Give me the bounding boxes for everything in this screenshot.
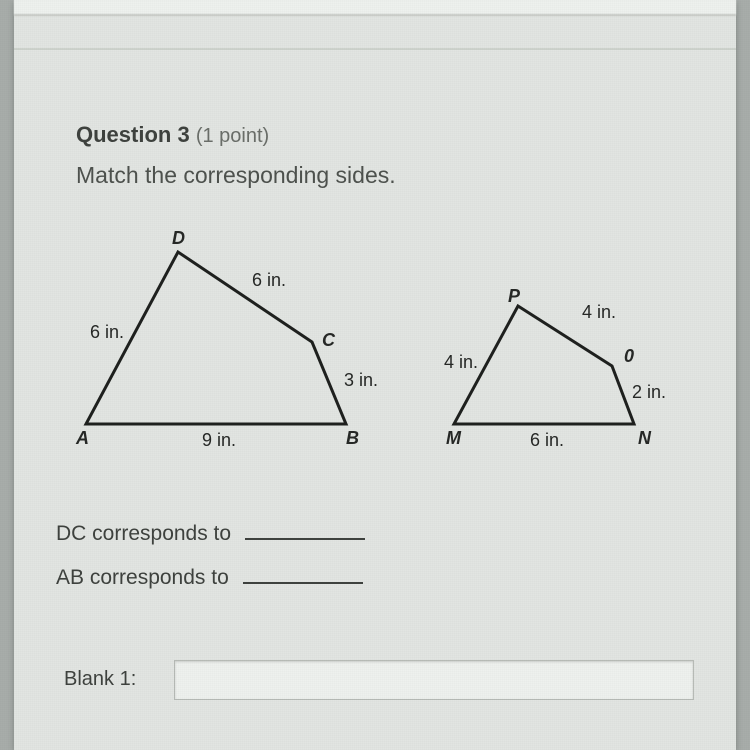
corresponds-1-prefix: DC corresponds to xyxy=(56,522,231,545)
side-label-mp: 4 in. xyxy=(444,352,478,372)
side-label-ab: 9 in. xyxy=(202,430,236,450)
question-header: Question 3 (1 point) xyxy=(76,122,269,148)
answer-1-label: Blank 1: xyxy=(64,668,136,691)
quadrilateral-abcd xyxy=(86,252,346,424)
quadrilateral-mnop xyxy=(454,306,634,424)
vertex-label-d: D xyxy=(172,228,185,248)
worksheet-page: Question 3 (1 point) Match the correspon… xyxy=(14,0,736,750)
figure-svg: A B C D 9 in. 3 in. 6 in. 6 in. M N 0 P … xyxy=(46,214,706,474)
vertex-label-b: B xyxy=(346,428,359,448)
corresponds-2-prefix: AB corresponds to xyxy=(56,566,229,589)
corresponds-1-blank[interactable] xyxy=(245,518,365,540)
vertex-label-a: A xyxy=(75,428,89,448)
corresponds-2-blank[interactable] xyxy=(243,562,363,584)
question-points: (1 point) xyxy=(196,125,269,147)
side-label-dc: 6 in. xyxy=(252,270,286,290)
vertex-label-m: M xyxy=(446,428,462,448)
vertex-label-p: P xyxy=(508,286,521,306)
vertex-label-n: N xyxy=(638,428,652,448)
page-top-strip xyxy=(14,0,736,16)
question-number: Question 3 xyxy=(76,122,190,147)
viewport: Question 3 (1 point) Match the correspon… xyxy=(0,0,750,750)
page-hairline xyxy=(14,48,736,50)
answer-row-1: Blank 1: xyxy=(64,658,704,702)
geometry-figure: A B C D 9 in. 3 in. 6 in. 6 in. M N 0 P … xyxy=(46,214,706,474)
side-label-po: 4 in. xyxy=(582,302,616,322)
side-label-no: 2 in. xyxy=(632,382,666,402)
corresponds-line-1: DC corresponds to xyxy=(56,518,365,546)
answer-1-input[interactable] xyxy=(174,660,694,700)
vertex-label-o: 0 xyxy=(624,346,634,366)
side-label-ad: 6 in. xyxy=(90,322,124,342)
side-label-mn: 6 in. xyxy=(530,430,564,450)
question-prompt: Match the corresponding sides. xyxy=(76,162,396,189)
side-label-bc: 3 in. xyxy=(344,370,378,390)
vertex-label-c: C xyxy=(322,330,336,350)
corresponds-line-2: AB corresponds to xyxy=(56,562,363,590)
